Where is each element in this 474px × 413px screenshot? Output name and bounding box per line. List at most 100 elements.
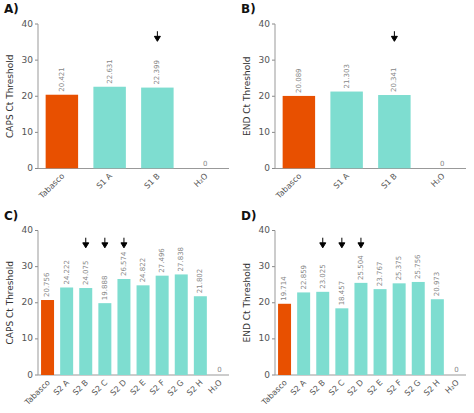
x-tick-label: S2 G [166,378,186,398]
x-tick-label: Tabasco [22,378,52,408]
x-tick-label: Tabasco [274,171,304,201]
y-tick-label: 20 [259,91,271,101]
y-tick-label: 40 [22,19,34,29]
data-label: 19.888 [101,276,109,301]
data-label: 20.089 [295,68,303,93]
y-tick-label: 10 [22,127,34,137]
x-tick-label: S1 B [380,172,399,191]
data-label: 20.973 [433,272,441,297]
bar [46,95,78,169]
arrow [339,238,345,248]
y-tick-label: 0 [27,163,33,173]
x-tick-label: S2 B [71,378,90,397]
bar [412,282,425,375]
bars [283,92,411,169]
data-label: 20.421 [58,67,66,92]
y-tick-label: 40 [259,19,271,29]
arrow [121,238,127,248]
y-tick-label: 40 [22,225,34,235]
data-label: 19.714 [280,276,288,301]
x-tick-label: S2 D [109,378,129,398]
y-axis-line [38,24,39,169]
data-label: 0 [217,366,221,374]
bar [297,292,310,375]
x-tick-label: S2 E [366,378,385,397]
x-tick-label: S1 B [143,172,162,191]
y-tick-label: 30 [259,261,271,271]
bar [175,274,188,375]
x-tick-label: S2 F [148,378,167,397]
arrow [358,238,364,248]
panel-label: B) [241,2,256,16]
y-tick-label: 20 [22,297,34,307]
bar [41,300,54,375]
bar [79,288,92,375]
data-label: 24.822 [139,258,147,283]
panel: B)END Ct Threshold01020304020.089Tabasco… [241,2,466,201]
bar [213,375,226,376]
bars [278,282,444,375]
data-label: 25.375 [395,256,403,281]
bar [374,289,387,375]
panel: C)CAPS Ct Threshold01020304020.756Tabasc… [4,209,229,408]
data-label: 25.756 [414,254,422,279]
bar [431,299,444,375]
panel-label: C) [4,209,18,223]
figure: A) CAPS Ct Threshold 0 10 20 30 40 20.421 Tabasc… [0,0,474,413]
x-tick-label: S2 A [289,378,309,398]
bars [41,274,207,375]
y-axis-label: CAPS Ct Threshold [5,55,15,138]
bar [378,95,410,168]
data-label: 24.075 [82,261,90,286]
y-tick-label: 40 [259,225,271,235]
bar [141,88,173,169]
x-tick-label: S2 C [90,378,110,398]
bar [93,87,125,169]
x-tick-label: S2 F [385,378,404,397]
bar [194,296,207,375]
x-tick-label: S2 H [185,378,205,398]
data-label: 21.802 [196,269,204,294]
arrow [391,31,397,41]
data-label: 26.574 [120,251,128,276]
panel: A)CAPS Ct Threshold01020304020.421Tabasc… [4,2,229,201]
data-label: 23.767 [376,262,384,287]
x-tick-label: S2 B [308,378,327,397]
y-axis-label: END Ct Threshold [242,263,252,342]
bar [283,96,315,169]
bar [316,292,329,375]
panel-label: A) [4,2,19,16]
y-tick-label: 20 [22,91,34,101]
bar [137,285,150,375]
bar [189,168,221,169]
bar [60,287,73,375]
y-axis-line [38,231,39,376]
y-tick-label: 30 [22,55,34,65]
y-tick-label: 0 [27,370,33,380]
data-label: 24.222 [63,260,71,285]
x-tick-label: H₂O [192,172,209,189]
data-label: 22.631 [106,59,114,84]
arrow [102,238,108,248]
y-tick-label: 30 [259,55,271,65]
data-label: 22.859 [300,265,308,290]
data-label: 0 [454,366,458,374]
y-tick-label: 10 [259,127,271,137]
bar [393,283,406,375]
y-tick-label: 10 [22,333,34,343]
data-label: 27.496 [158,248,166,273]
x-tick-label: S1 A [332,171,352,191]
panel-label: D) [241,209,256,223]
bar [354,283,367,375]
panel: D)END Ct Threshold01020304019.714Tabasco… [241,209,466,408]
bar [450,375,463,376]
bar [426,168,458,169]
arrow [320,238,326,248]
y-axis-line [275,24,276,169]
x-tick-label: Tabasco [259,378,289,408]
x-tick-label: S2 C [327,378,347,398]
y-tick-label: 0 [264,163,270,173]
data-label: 23.025 [319,264,327,289]
y-tick-label: 0 [264,370,270,380]
data-label: 27.838 [177,247,185,272]
